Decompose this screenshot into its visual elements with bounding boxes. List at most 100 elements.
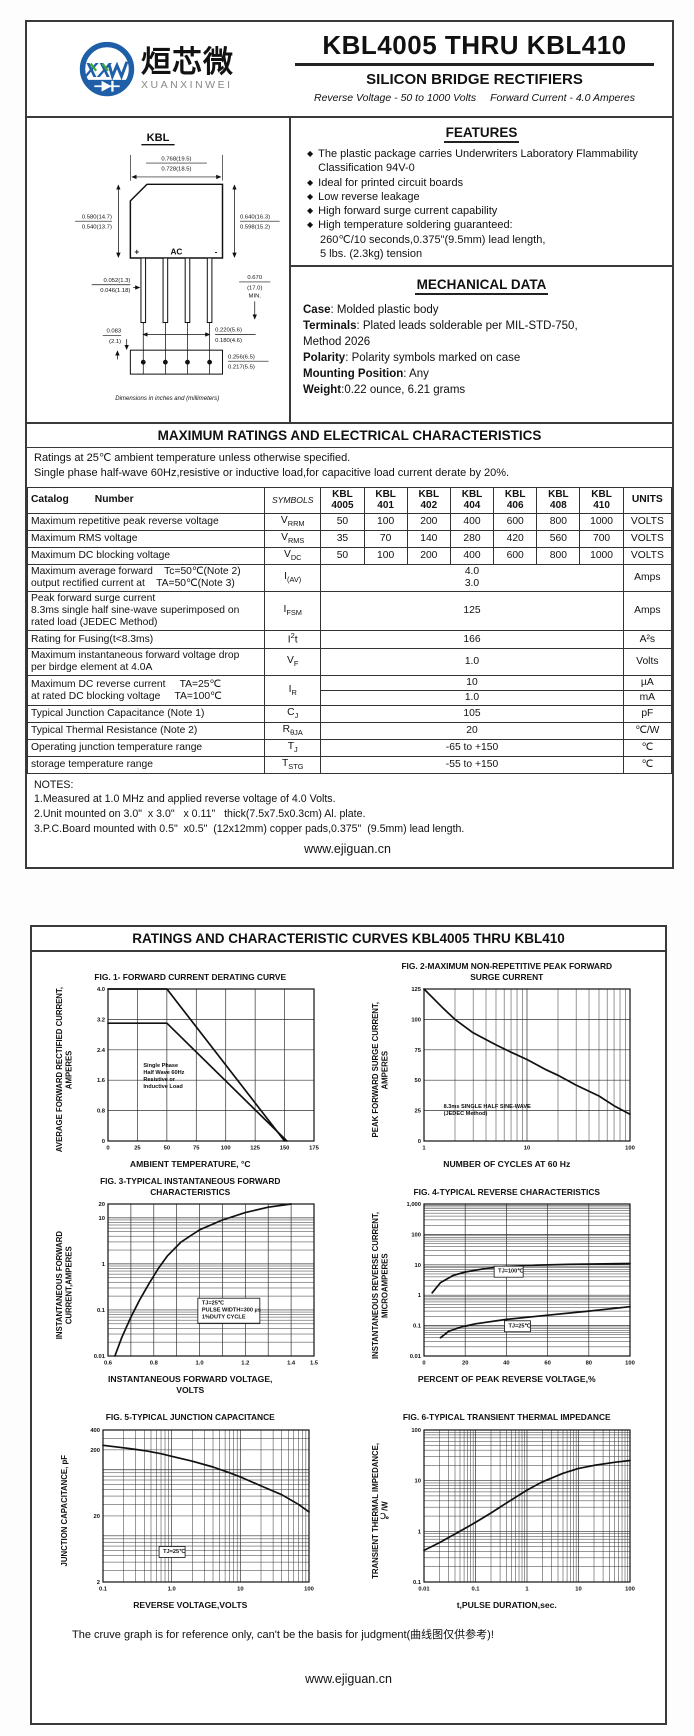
value-cell: 10 [320,675,624,692]
website-url-2: www.ejiguan.cn [305,1672,392,1687]
table-row: Typical Thermal Resistance (Note 2) RθJA 2… [26,722,673,741]
ylabel-line: TRANSIENT THERMAL IMPEDANCE, [371,1443,381,1579]
col-header-device: KBL 402 [406,486,451,515]
package-name: KBL [147,132,170,144]
units-cell: pF [622,705,673,724]
svg-text:10: 10 [415,1479,421,1485]
dim-lead-length: 0.670 [247,275,262,281]
value-cell: 100 [363,513,408,532]
svg-text:TJ=25℃: TJ=25℃ [509,1323,532,1330]
feature-text: The plastic package carries Underwriters… [318,148,638,175]
value-cell: 1000 [579,546,624,565]
fig3-figure: FIG. 3-TYPICAL INSTANTANEOUS FORWARD CHAR… [32,1175,349,1395]
svg-text:75: 75 [415,1048,422,1054]
param-cell: Rating for Fusing(t<8.3ms) [26,630,266,649]
svg-text:20: 20 [98,1202,104,1208]
xlabel-line: t,PULSE DURATION,sec. [456,1599,557,1610]
table-row: Maximum instantaneous forward voltage dr… [26,647,673,677]
feature-item: ◆ High forward surge current capability [307,204,662,218]
feature-item: ◆ The plastic package carries Underwriter… [307,147,662,176]
ylabel-line: AMPERES [64,1050,74,1090]
value-cell: 105 [320,705,624,724]
value-cell: 280 [449,530,495,548]
units-cell: A²s [622,630,673,649]
terminal-minus-label: - [215,246,218,256]
mech-line: Mounting Position: Any [303,368,429,381]
fig2-chart: 1 10 100 0 25 50 75 100 125 8.3ms SINGLE HALF SIN… [411,987,635,1152]
fig2-ylabel: PEAK FORWARD SURGE CURRENT, AMPERES [371,1002,390,1137]
ylabel-line: ℃/W [380,1501,390,1521]
symbol-cell: VRRM [264,513,322,532]
svg-text:100: 100 [625,1146,635,1152]
fig5-ylabel: JUNCTION CAPACITANCE, pF [60,1455,69,1566]
note-line: 1.Measured at 1.0 MHz and applied revers… [34,793,336,806]
value-cell: 4.0 3.0 [320,563,624,592]
value-cell: 20 [320,722,624,741]
device-name-line2: 406 [506,500,524,512]
charts-grid: FIG. 1- FORWARD CURRENT DERATING CURVE AV… [32,952,665,1610]
dim-pitch-max: 0.220(5.6) [215,328,242,334]
value-cell: 420 [493,530,538,548]
svg-text:1: 1 [525,1586,529,1592]
title-line: FIG. 5-TYPICAL JUNCTION CAPACITANCE [105,1412,275,1423]
svg-text:100: 100 [625,1361,635,1367]
units-cell: VOLTS [622,513,673,532]
dim-top-min: 0.728(18.5) [161,166,191,172]
table-row: storage temperature range TSTG -55 to +150… [26,755,673,774]
device-name-line2: 408 [550,500,567,512]
ylabel-line: INSTANTANEOUS REVERSE CURRENT, [371,1211,381,1359]
svg-text:1.0: 1.0 [168,1586,176,1592]
svg-text:1.0: 1.0 [195,1361,203,1367]
units-cell: VOLTS [622,530,673,548]
svg-text:1.5: 1.5 [310,1361,319,1367]
svg-text:0.1: 0.1 [97,1308,106,1314]
svg-text:0.01: 0.01 [410,1354,422,1360]
fig2-body: PEAK FORWARD SURGE CURRENT, AMPERES 1 10 100… [371,982,642,1158]
feature-detail: 260℃/10 seconds,0.375"(9.5mm) lead lengt… [320,233,546,246]
svg-text:0: 0 [418,1139,421,1145]
fig6-title: FIG. 6-TYPICAL TRANSIENT THERMAL IMPEDAN… [403,1401,611,1423]
ylabel-line: MICROAMPERES [380,1253,390,1318]
ratings-condition-2: Single phase half-wave 60Hz,resistive or… [34,466,510,479]
note-line: 2.Unit mounted on 3.0" x 3.0" x 0.11" th… [34,808,366,821]
dim-lead-length-mm: (17.0) [247,285,262,291]
note-line: 3.P.C.Board mounted with 0.5" x0.5" (12x… [34,823,465,836]
param-cell: Maximum average forward Tc=50℃(Note 2) ou… [26,563,266,592]
svg-text:Half Wave 60Hz: Half Wave 60Hz [143,1070,184,1076]
value-cell: -55 to +150 [320,755,624,774]
fig1-title: FIG. 1- FORWARD CURRENT DERATING CURVE [94,960,286,982]
symbol-cell: I(AV) [264,563,322,592]
value-line: 3.0 [464,577,480,589]
dim-offset-mm: (2.1) [109,339,121,345]
svg-text:Single Phase: Single Phase [143,1063,178,1069]
dim-left-max: 0.580(14.7) [82,214,112,220]
page-title: KBL4005 THRU KBL410 [322,30,627,60]
param-line: Operating junction temperature range [31,741,203,753]
param-line: Maximum instantaneous forward voltage dr… [31,649,240,661]
feature-item: ◆ Ideal for printed circuit boards [307,176,662,190]
device-name-line1: KBL [461,488,483,500]
device-name-line1: KBL [591,488,612,500]
dim-lead-length-min-label: MIN. [249,294,262,300]
param-line: per birdge element at 4.0A [31,662,153,674]
svg-text:200: 200 [90,1448,100,1454]
features-heading: FEATURES [301,125,662,143]
value-line: 125 [463,605,481,617]
device-name-line1: KBL [548,488,569,500]
mech-line: Polarity: Polarity symbols marked on cas… [303,352,521,365]
xlabel-line: VOLTS [176,1384,205,1395]
param-cell: Maximum instantaneous forward voltage dr… [26,647,266,677]
device-name-line2: 404 [463,500,481,512]
curves-disclaimer: The cruve graph is for reference only, c… [72,1629,494,1642]
value-cell: 600 [493,513,538,532]
param-line: storage temperature range [31,758,153,770]
device-name-line1: KBL [375,488,396,500]
param-cell: Maximum DC blocking voltage [26,546,266,565]
dim-lead-width-max: 0.052(1.3) [104,278,131,284]
value-cell: 400 [449,546,495,565]
ylabel-line: AVERAGE FORWARD RECTIFIED CURRENT, [54,987,64,1153]
units-cell: Volts [622,647,673,677]
fig5-title: FIG. 5-TYPICAL JUNCTION CAPACITANCE [106,1401,275,1423]
device-name-line2: 410 [593,500,610,512]
svg-text:75: 75 [193,1146,200,1152]
